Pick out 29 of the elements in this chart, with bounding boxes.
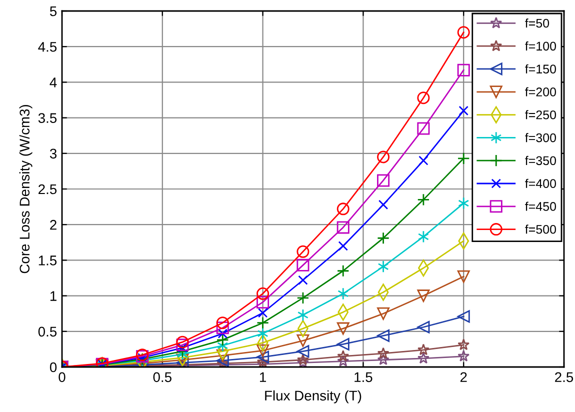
y-axis-title: Core Loss Density (W/cm3) xyxy=(19,104,32,274)
legend-label: f=400 xyxy=(525,178,556,188)
y-tick-label: 4 xyxy=(50,78,57,88)
x-tick-label: 2 xyxy=(460,372,467,382)
legend-label: f=50 xyxy=(525,18,550,28)
legend-label: f=250 xyxy=(525,110,556,120)
y-tick-label: 3 xyxy=(50,148,57,159)
y-tick-label: 0 xyxy=(50,362,57,372)
y-tick-label: 5 xyxy=(50,6,57,16)
legend-label: f=500 xyxy=(525,224,556,234)
x-tick-label: 2.5 xyxy=(555,372,574,382)
y-tick-label: 1 xyxy=(50,291,56,301)
x-tick-label: 0 xyxy=(58,372,66,382)
x-axis-title: Flux Density (T) xyxy=(265,390,362,404)
y-tick-label: 4.5 xyxy=(38,42,57,52)
y-tick-label: 0.5 xyxy=(38,326,57,337)
x-tick-label: 1 xyxy=(260,372,266,382)
x-tick-label: 1.5 xyxy=(354,372,372,382)
legend-label: f=450 xyxy=(525,202,556,211)
y-tick-label: 1.5 xyxy=(38,256,57,266)
legend-label: f=350 xyxy=(525,156,556,166)
legend-label: f=150 xyxy=(525,64,556,74)
y-tick-label: 2.5 xyxy=(38,184,57,194)
y-tick-label: 3.5 xyxy=(38,113,57,123)
y-tick-label: 2 xyxy=(50,220,56,230)
x-tick-label: 0.5 xyxy=(153,372,172,382)
legend-label: f=200 xyxy=(525,87,556,96)
legend-label: f=100 xyxy=(525,41,556,51)
legend-label: f=300 xyxy=(525,133,556,142)
